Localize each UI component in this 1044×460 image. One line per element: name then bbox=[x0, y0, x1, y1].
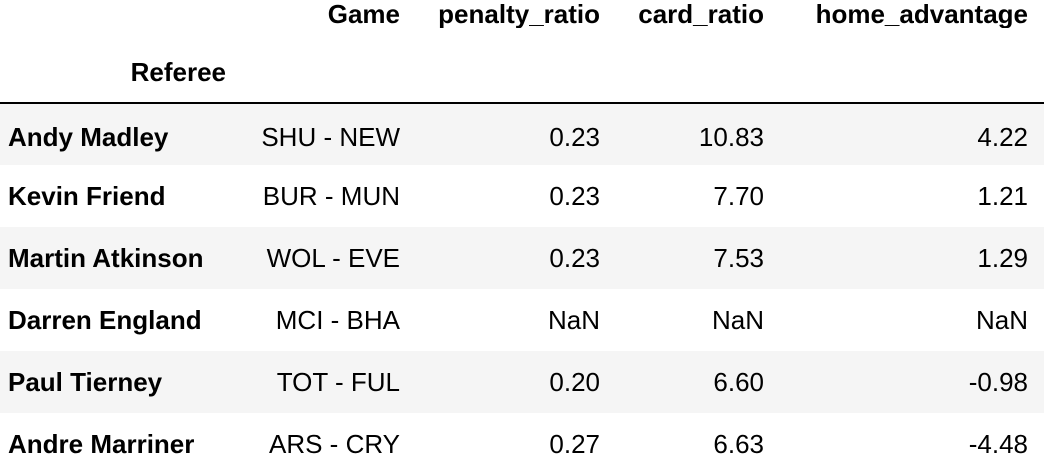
card-ratio-cell: 7.53 bbox=[713, 242, 764, 273]
referee-cell: Andre Marriner bbox=[8, 428, 195, 459]
home-advantage-cell: NaN bbox=[975, 304, 1028, 335]
column-header-home-advantage: home_advantage bbox=[815, 0, 1028, 28]
referee-cell: Andy Madley bbox=[8, 122, 169, 152]
table-header: Game penalty_ratio card_ratio home_advan… bbox=[0, 0, 1044, 103]
index-header-row: Referee bbox=[0, 28, 1044, 103]
referee-cell: Paul Tierney bbox=[8, 366, 163, 397]
home-advantage-cell: -4.48 bbox=[968, 428, 1028, 459]
home-advantage-cell: 1.29 bbox=[977, 242, 1028, 273]
table-row: Darren England MCI - BHA NaN NaN NaN bbox=[0, 289, 1044, 351]
home-advantage-cell: 1.21 bbox=[977, 180, 1028, 211]
home-advantage-cell: -0.98 bbox=[968, 366, 1028, 397]
card-ratio-cell: 6.60 bbox=[713, 366, 764, 397]
home-advantage-cell: 4.22 bbox=[977, 122, 1028, 152]
card-ratio-cell: NaN bbox=[711, 304, 764, 335]
referee-cell: Martin Atkinson bbox=[8, 242, 204, 273]
column-header-game: Game bbox=[327, 0, 400, 28]
penalty-ratio-cell: 0.23 bbox=[549, 180, 600, 211]
table-body: Andy Madley SHU - NEW 0.23 10.83 4.22 Ke… bbox=[0, 103, 1044, 460]
column-header-penalty-ratio: penalty_ratio bbox=[438, 0, 600, 28]
game-cell: TOT - FUL bbox=[276, 366, 400, 397]
penalty-ratio-cell: 0.27 bbox=[549, 428, 600, 459]
referee-cell: Kevin Friend bbox=[8, 180, 166, 211]
referee-cell: Darren England bbox=[8, 304, 202, 335]
game-cell: BUR - MUN bbox=[262, 180, 400, 211]
table-row: Martin Atkinson WOL - EVE 0.23 7.53 1.29 bbox=[0, 227, 1044, 289]
game-cell: ARS - CRY bbox=[269, 428, 400, 459]
game-cell: SHU - NEW bbox=[261, 122, 400, 152]
card-ratio-cell: 10.83 bbox=[698, 122, 764, 152]
index-header-spacer bbox=[780, 28, 1044, 103]
penalty-ratio-cell: 0.23 bbox=[549, 242, 600, 273]
penalty-ratio-cell: 0.23 bbox=[549, 122, 600, 152]
table-row: Kevin Friend BUR - MUN 0.23 7.70 1.21 bbox=[0, 165, 1044, 227]
table-row: Andy Madley SHU - NEW 0.23 10.83 4.22 bbox=[0, 103, 1044, 165]
index-header-spacer bbox=[416, 28, 616, 103]
corner-cell bbox=[0, 0, 236, 28]
game-cell: MCI - BHA bbox=[275, 304, 400, 335]
penalty-ratio-cell: 0.20 bbox=[549, 366, 600, 397]
table-row: Andre Marriner ARS - CRY 0.27 6.63 -4.48 bbox=[0, 413, 1044, 460]
column-header-card-ratio: card_ratio bbox=[638, 0, 764, 28]
penalty-ratio-cell: NaN bbox=[547, 304, 600, 335]
index-header-spacer bbox=[616, 28, 780, 103]
card-ratio-cell: 6.63 bbox=[713, 428, 764, 459]
table-row: Paul Tierney TOT - FUL 0.20 6.60 -0.98 bbox=[0, 351, 1044, 413]
game-cell: WOL - EVE bbox=[266, 242, 400, 273]
card-ratio-cell: 7.70 bbox=[713, 180, 764, 211]
column-header-row: Game penalty_ratio card_ratio home_advan… bbox=[0, 0, 1044, 28]
index-header-spacer bbox=[236, 28, 416, 103]
index-name-header: Referee bbox=[130, 57, 226, 87]
